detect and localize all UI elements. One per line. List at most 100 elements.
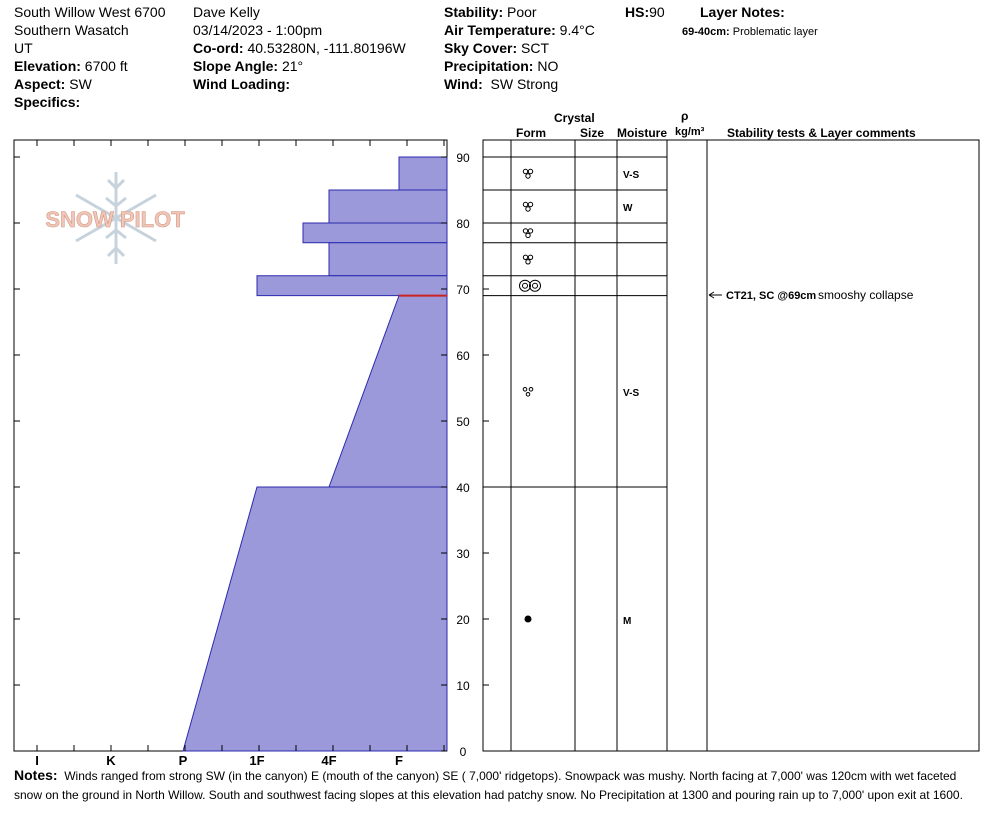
sky-row: Sky Cover: SCT: [444, 39, 549, 57]
hardness-segment: [328, 242, 448, 277]
slope-label: Slope Angle:: [193, 58, 279, 74]
coord-label: Co-ord:: [193, 40, 244, 56]
moisture-labels: V-S W V-S M: [623, 170, 639, 627]
elevation-row: Elevation: 6700 ft: [14, 57, 128, 75]
layer-note-depth: 69-40cm:: [682, 26, 730, 38]
hardness-label-p: P: [179, 753, 188, 768]
hs-row: HS:90: [625, 3, 665, 21]
stability-test-comment: smooshy collapse: [818, 288, 914, 302]
sky-value: SCT: [521, 40, 550, 56]
grain-form-glyphs: [519, 168, 541, 623]
precip-label: Precipitation:: [444, 58, 534, 74]
moisture-layer-7: M: [623, 616, 631, 627]
air-temp-label: Air Temperature:: [444, 22, 556, 38]
moisture-layer-6: V-S: [623, 388, 639, 399]
depth-label-10: 10: [456, 679, 470, 693]
grain-form-icon: [522, 168, 534, 179]
depth-label-90: 90: [456, 151, 470, 165]
hardness-segment: [256, 275, 448, 297]
wind-label: Wind:: [444, 76, 483, 92]
range-name: Southern Wasatch: [14, 22, 129, 38]
elevation-value: 6700 ft: [84, 58, 128, 74]
depth-axis-labels: 90 80 70 60 50 40 30 20 10 0: [456, 151, 470, 759]
depth-label-70: 70: [456, 283, 470, 297]
precip-row: Precipitation: NO: [444, 57, 558, 75]
form-header: Form: [516, 126, 546, 140]
density-symbol: ρ: [681, 109, 689, 123]
grain-form-icon: [522, 201, 534, 212]
wind-row: Wind: SW Strong: [444, 75, 558, 93]
air-temp-value: 9.4°C: [559, 22, 595, 38]
hardness-segment: [302, 222, 448, 244]
notes-text: Winds ranged from strong SW (in the cany…: [14, 769, 963, 802]
depth-label-20: 20: [456, 613, 470, 627]
layer-boundaries: [483, 156, 667, 488]
observer-name: Dave Kelly: [193, 4, 260, 20]
grain-form-icon: [522, 228, 534, 239]
aspect-value: SW: [69, 76, 92, 92]
snowflake-icon: [75, 172, 157, 264]
depth-label-40: 40: [456, 481, 470, 495]
coord-value: 40.53280N, -111.80196W: [247, 40, 406, 56]
depth-label-30: 30: [456, 547, 470, 561]
hardness-label-i: I: [35, 753, 39, 768]
crystal-header: Crystal: [554, 111, 595, 125]
notes-label: Notes:: [14, 767, 58, 783]
moisture-layer-1: V-S: [623, 170, 639, 181]
grain-form-icon: [519, 279, 541, 292]
state-name: UT: [14, 40, 33, 56]
column-dividers: [510, 140, 708, 751]
aspect-label: Aspect:: [14, 76, 66, 92]
hardness-segment: [398, 156, 448, 191]
moisture-header: Moisture: [617, 126, 668, 140]
hardness-segment: [328, 189, 448, 224]
air-temp-row: Air Temperature: 9.4°C: [444, 21, 595, 39]
observation-datetime: 03/14/2023 - 1:00pm: [193, 22, 323, 38]
hs-label: HS:: [625, 4, 650, 20]
hardness-axis-labels: I K P 1F 4F F: [35, 753, 403, 768]
depth-label-0: 0: [460, 745, 467, 759]
sky-label: Sky Cover:: [444, 40, 518, 56]
stability-test-pointer: [708, 291, 722, 299]
stability-header: Stability tests & Layer comments: [727, 126, 916, 140]
hardness-label-4f: 4F: [321, 753, 336, 768]
moisture-layer-2: W: [623, 203, 633, 214]
hs-value: 90: [649, 4, 665, 20]
hardness-label-k: K: [106, 753, 116, 768]
hardness-label-f: F: [395, 753, 403, 768]
grain-form-icon: [522, 254, 534, 265]
axis-ticks: [14, 140, 489, 752]
depth-label-60: 60: [456, 349, 470, 363]
location-name: South Willow West 6700: [14, 4, 166, 20]
precip-value: NO: [537, 58, 559, 74]
depth-label-80: 80: [456, 217, 470, 231]
slope-row: Slope Angle: 21°: [193, 57, 303, 75]
wind-loading-label: Wind Loading:: [193, 76, 291, 92]
depth-label-50: 50: [456, 415, 470, 429]
density-unit: kg/m³: [675, 126, 705, 138]
hardness-segment: [328, 295, 448, 488]
layer-note-text: Problematic layer: [732, 26, 818, 38]
layer-notes-label: Layer Notes:: [700, 4, 785, 20]
slope-value: 21°: [281, 58, 304, 74]
notes-section: Notes: Winds ranged from strong SW (in t…: [14, 766, 980, 805]
hardness-profile: [182, 156, 448, 752]
elevation-label: Elevation:: [14, 58, 81, 74]
stability-test-code: CT21, SC @69cm: [726, 290, 816, 302]
grain-form-icon: [524, 615, 532, 623]
hardness-segment: [182, 486, 448, 752]
wind-value: SW Strong: [490, 76, 559, 92]
layer-table-frame: [482, 139, 980, 752]
grain-form-icon: [522, 387, 534, 397]
stability-label: Stability:: [444, 4, 504, 20]
stability-row: Stability: Poor: [444, 3, 537, 21]
hardness-label-1f: 1F: [249, 753, 264, 768]
snowpilot-logo: SNOW PILOT: [45, 207, 185, 232]
aspect-row: Aspect: SW: [14, 75, 92, 93]
specifics-label: Specifics:: [14, 94, 81, 110]
coord-row: Co-ord: 40.53280N, -111.80196W: [193, 39, 406, 57]
size-header: Size: [580, 126, 605, 140]
stability-value: Poor: [507, 4, 537, 20]
layer-note-row: 69-40cm: Problematic layer: [682, 23, 818, 41]
